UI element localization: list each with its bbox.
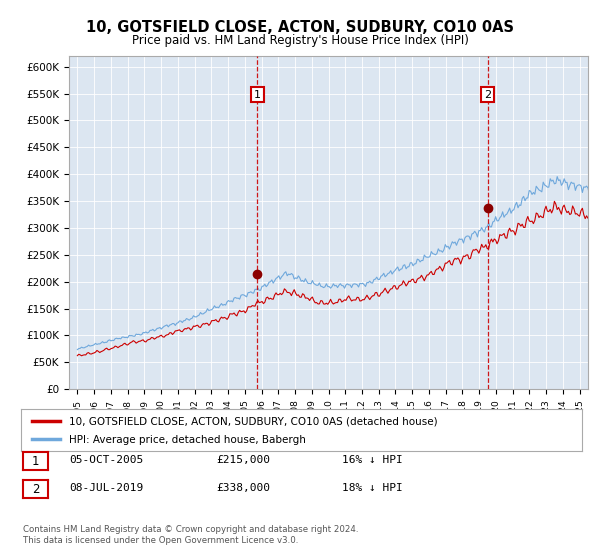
Text: 05-OCT-2005: 05-OCT-2005 xyxy=(69,455,143,465)
Text: 18% ↓ HPI: 18% ↓ HPI xyxy=(342,483,403,493)
Text: £215,000: £215,000 xyxy=(216,455,270,465)
Text: Price paid vs. HM Land Registry's House Price Index (HPI): Price paid vs. HM Land Registry's House … xyxy=(131,34,469,46)
Text: 1: 1 xyxy=(254,90,261,100)
Text: 2: 2 xyxy=(32,483,39,496)
Text: 16% ↓ HPI: 16% ↓ HPI xyxy=(342,455,403,465)
Text: 2: 2 xyxy=(484,90,491,100)
Text: £338,000: £338,000 xyxy=(216,483,270,493)
Text: 08-JUL-2019: 08-JUL-2019 xyxy=(69,483,143,493)
Text: 1: 1 xyxy=(32,455,39,468)
Text: 10, GOTSFIELD CLOSE, ACTON, SUDBURY, CO10 0AS (detached house): 10, GOTSFIELD CLOSE, ACTON, SUDBURY, CO1… xyxy=(68,417,437,426)
Text: Contains HM Land Registry data © Crown copyright and database right 2024.
This d: Contains HM Land Registry data © Crown c… xyxy=(23,525,358,545)
Text: HPI: Average price, detached house, Babergh: HPI: Average price, detached house, Babe… xyxy=(68,435,305,445)
Text: 10, GOTSFIELD CLOSE, ACTON, SUDBURY, CO10 0AS: 10, GOTSFIELD CLOSE, ACTON, SUDBURY, CO1… xyxy=(86,20,514,35)
